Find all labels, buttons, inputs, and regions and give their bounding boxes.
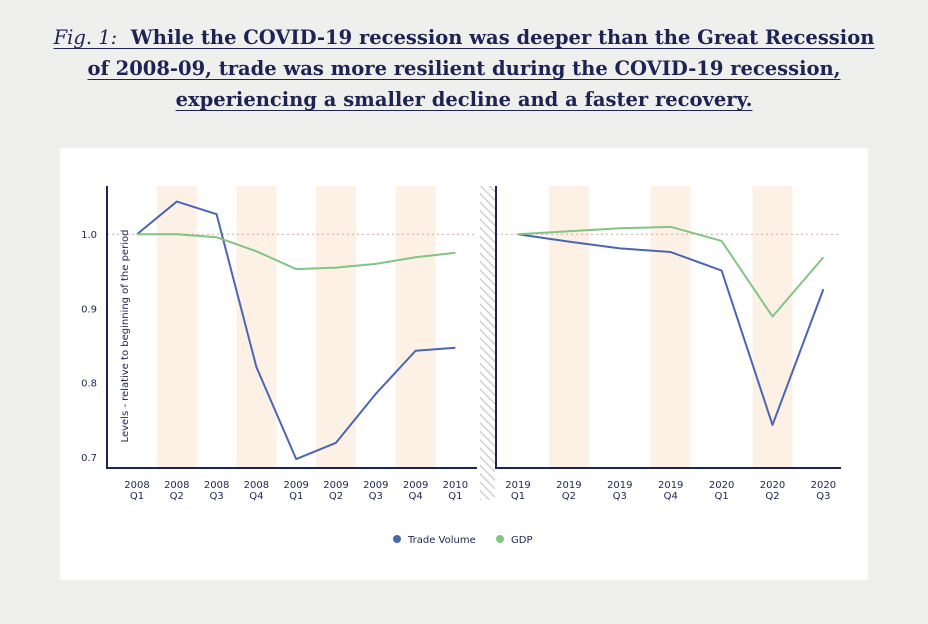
title-line-2: of 2008-09, trade was more resilient dur… [87, 57, 841, 80]
x-tick-quarter: Q3 [369, 491, 383, 502]
x-tick-year: 2019 [505, 480, 530, 491]
x-tick-quarter: Q2 [765, 491, 779, 502]
shade-band [752, 186, 793, 468]
x-tick-quarter: Q4 [664, 491, 678, 502]
x-tick-quarter: Q1 [130, 491, 144, 502]
shade-band [395, 186, 436, 468]
y-tick-label: 0.8 [81, 379, 97, 390]
x-tick-year: 2019 [658, 480, 683, 491]
shade-band [650, 186, 691, 468]
x-tick-year: 2010 [443, 480, 468, 491]
x-tick-quarter: Q3 [209, 491, 223, 502]
x-tick-quarter: Q2 [562, 491, 576, 502]
y-tick-label: 0.7 [81, 453, 97, 464]
shade-band [316, 186, 356, 468]
title-line-1: While the COVID-19 recession was deeper … [130, 26, 875, 49]
series-line-trade [136, 200, 456, 461]
series-line-gdp [517, 225, 825, 318]
x-tick-year: 2020 [709, 480, 734, 491]
shade-band [156, 186, 197, 468]
x-tick-quarter: Q4 [408, 491, 422, 502]
x-tick-quarter: Q1 [511, 491, 525, 502]
legend-label-trade: Trade Volume [407, 535, 476, 546]
x-tick-quarter: Q3 [613, 491, 627, 502]
x-tick-quarter: Q3 [816, 491, 830, 502]
legend-marker-gdp [496, 535, 504, 543]
x-tick-year: 2008 [164, 480, 189, 491]
y-axis-label: Levels - relative to beginning of the pe… [120, 230, 131, 443]
x-tick-year: 2020 [760, 480, 785, 491]
x-tick-year: 2008 [204, 480, 229, 491]
y-tick-label: 1.0 [81, 230, 97, 241]
x-tick-year: 2020 [811, 480, 836, 491]
legend-label-gdp: GDP [511, 535, 532, 546]
x-tick-year: 2008 [124, 480, 149, 491]
x-tick-quarter: Q2 [329, 491, 343, 502]
x-tick-quarter: Q1 [714, 491, 728, 502]
y-tick-label: 0.9 [81, 304, 97, 315]
x-tick-year: 2009 [363, 480, 388, 491]
x-tick-quarter: Q1 [448, 491, 462, 502]
x-tick-quarter: Q2 [170, 491, 184, 502]
chart-svg: 2008Q12008Q22008Q32008Q42009Q12009Q22009… [81, 186, 841, 546]
legend-marker-trade [393, 535, 401, 543]
figure-label: Fig. 1: [53, 26, 118, 49]
title-line-3: experiencing a smaller decline and a fas… [175, 88, 753, 111]
x-tick-quarter: Q1 [289, 491, 303, 502]
x-tick-year: 2009 [283, 480, 308, 491]
chart-panel: 2008 Q1 2008 Q2 2008 Q3 2008 Q4 2009 Q1 2009 Q2 2009… [60, 148, 868, 580]
shade-band [236, 186, 277, 468]
x-tick-year: 2009 [323, 480, 348, 491]
x-tick-year: 2009 [403, 480, 428, 491]
x-tick-year: 2019 [556, 480, 581, 491]
x-tick-year: 2008 [244, 480, 269, 491]
x-tick-quarter: Q4 [249, 491, 263, 502]
series-line-trade [517, 233, 825, 426]
shade-band [548, 186, 589, 468]
chart-title: Fig. 1: While the COVID-19 recession was… [0, 22, 928, 115]
panel-gap [480, 186, 495, 500]
x-tick-year: 2019 [607, 480, 632, 491]
series-line-gdp [137, 233, 456, 271]
